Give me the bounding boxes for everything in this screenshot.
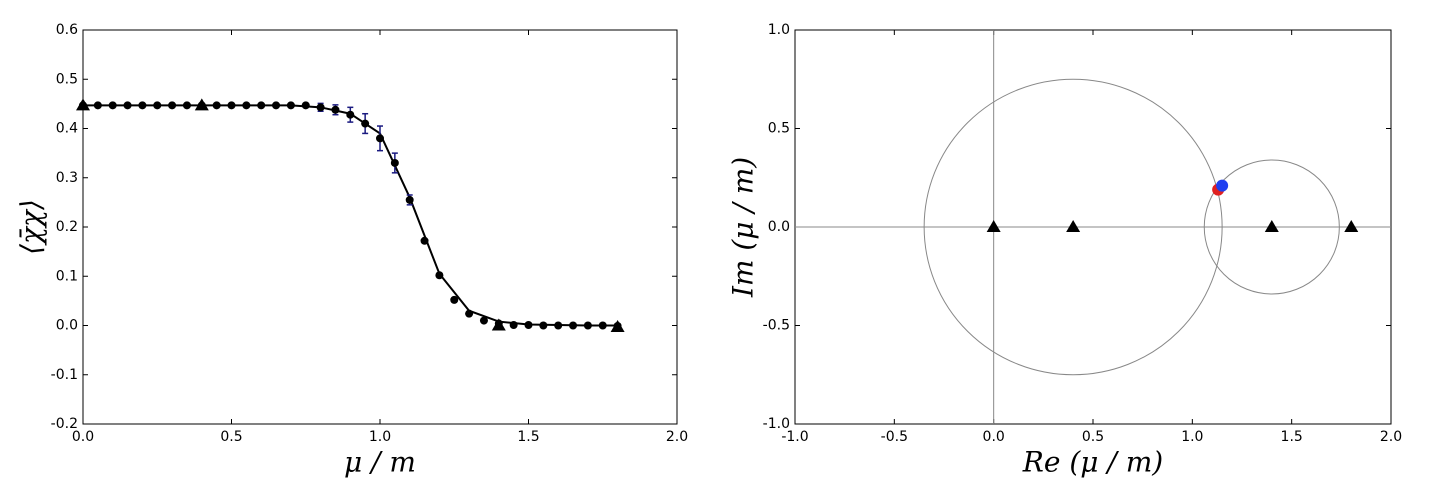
point-marker — [361, 119, 370, 128]
y-tick-label: 0.5 — [56, 71, 78, 87]
y-tick-label: -0.5 — [763, 318, 790, 334]
point-marker — [450, 295, 459, 304]
circle — [923, 78, 1223, 376]
triangle-marker — [986, 220, 1001, 232]
triangle-marker — [1264, 220, 1279, 232]
point-marker — [435, 271, 444, 280]
point-marker — [272, 101, 281, 110]
y-tick-label: 0.0 — [56, 318, 78, 334]
chart: -1.0 -0.5 0.0 0.5 1.0 1.5 2.0 -1.0 -0.5 0.0 0.5 1.0… — [727, 22, 1403, 479]
triangle-marker — [76, 98, 90, 111]
point-marker — [212, 101, 221, 110]
point-marker — [376, 134, 384, 143]
y-tick-label: 0.3 — [56, 170, 78, 186]
x-tick-label: 2.0 — [666, 429, 688, 445]
point-marker — [301, 101, 310, 110]
y-tick-label: -0.1 — [51, 367, 78, 383]
point-marker — [405, 195, 414, 204]
point-marker — [93, 101, 102, 110]
point-marker — [242, 101, 251, 110]
y-tick-label: 0.1 — [56, 268, 78, 284]
point-marker — [182, 101, 191, 110]
point-marker — [316, 103, 325, 112]
point-marker — [153, 101, 162, 110]
point-marker — [569, 321, 578, 330]
point-marker — [168, 101, 177, 110]
point-marker — [583, 321, 592, 330]
y-tick-label: 0.4 — [56, 121, 78, 137]
point-marker — [1216, 179, 1229, 192]
plot-frame — [82, 29, 678, 425]
x-tick-label: 1.5 — [517, 429, 539, 445]
point-marker — [539, 321, 548, 330]
y-tick-label: 0.6 — [56, 22, 78, 38]
x-tick-label: 0.0 — [983, 429, 1005, 445]
x-tick-label: 0.5 — [220, 429, 242, 445]
point-marker — [123, 101, 132, 110]
point-marker — [257, 101, 266, 110]
point-marker — [524, 321, 533, 330]
point-marker — [138, 101, 147, 110]
point-marker — [227, 101, 236, 110]
y-tick-label: 1.0 — [768, 22, 790, 38]
point-marker — [509, 321, 518, 330]
triangle-marker — [1344, 220, 1359, 232]
y-tick-label: 0.5 — [768, 121, 790, 137]
x-axis-title: Re (μ / m) — [1022, 446, 1163, 479]
x-tick-label: -1.0 — [781, 429, 808, 445]
y-axis-title: ⟨χ̄χ⟩ — [15, 199, 48, 255]
point-marker — [479, 316, 488, 325]
point-marker — [390, 158, 399, 167]
point-marker — [420, 236, 429, 245]
triangle-marker — [491, 318, 506, 331]
x-tick-label: 2.0 — [1380, 429, 1402, 445]
chart: 0.0 0.5 1.0 1.5 2.0 -0.2 -0.1 0.0 0.1 0.2 0.3 0.4 0.… — [15, 22, 689, 479]
x-axis-title: μ / m — [344, 446, 416, 479]
y-tick-label: 0.2 — [56, 219, 78, 235]
y-axis-title: Im (μ / m) — [727, 157, 760, 298]
y-tick-label: -1.0 — [763, 416, 790, 432]
x-tick-label: 1.0 — [1181, 429, 1203, 445]
triangle-marker — [610, 319, 625, 332]
x-tick-label: 0.5 — [1082, 429, 1104, 445]
triangle-marker — [194, 98, 209, 111]
x-tick-label: 1.0 — [369, 429, 391, 445]
point-marker — [554, 321, 563, 330]
point-marker — [346, 110, 355, 119]
triangle-marker — [1066, 220, 1081, 232]
point-marker — [286, 101, 295, 110]
y-tick-label: -0.2 — [51, 416, 78, 432]
x-tick-label: 0.0 — [72, 429, 94, 445]
y-tick-label: 0.0 — [768, 219, 790, 235]
point-marker — [598, 321, 607, 330]
x-tick-label: 1.5 — [1281, 429, 1303, 445]
point-marker — [108, 101, 117, 110]
circle — [1203, 159, 1340, 295]
fit-line — [83, 104, 618, 327]
point-marker — [465, 309, 474, 318]
x-tick-label: -0.5 — [881, 429, 908, 445]
point-marker — [331, 105, 340, 114]
